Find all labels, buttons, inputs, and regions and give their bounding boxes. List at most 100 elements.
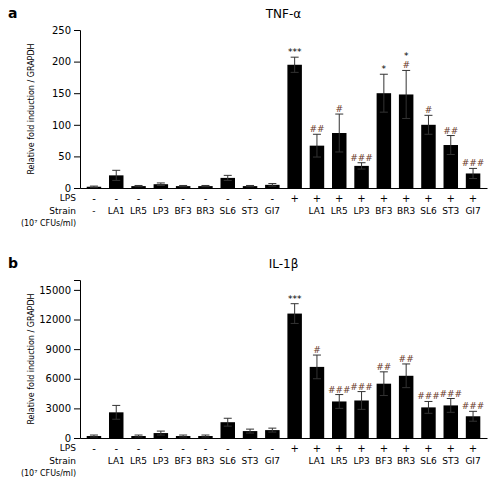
x-tick: LR5: [130, 456, 147, 466]
error-bar: [380, 74, 388, 112]
bar: [131, 436, 145, 438]
y-tick-label: 12000: [39, 314, 71, 325]
error-bar-cap: [424, 413, 432, 414]
bar: [243, 186, 257, 188]
error-bar-cap: [246, 429, 254, 430]
x-tick: -: [92, 206, 95, 216]
x-tick-label: LA1: [308, 206, 325, 216]
error-bar: [179, 435, 187, 437]
x-tick-label: SL6: [420, 456, 437, 466]
x-tick-label: BF3: [175, 206, 192, 216]
x-tick: BF3: [375, 456, 392, 466]
error-bar-stem: [383, 74, 384, 112]
error-bar-cap: [469, 178, 477, 179]
error-bar: [157, 431, 165, 435]
error-bar-stem: [316, 355, 317, 379]
error-bar-stem: [361, 392, 362, 410]
x-tick-label: ST3: [242, 206, 259, 216]
lps-label: -: [92, 193, 96, 204]
x-tick: LP3: [353, 456, 369, 466]
lps-label: +: [335, 443, 343, 454]
error-bar-stem: [339, 114, 340, 152]
bar: [287, 314, 301, 438]
x-tick: LA1: [308, 456, 325, 466]
significance-label: ***: [288, 294, 302, 304]
x-tick-label: LA1: [108, 456, 125, 466]
error-bar: [246, 185, 254, 186]
x-tick: ST3: [442, 456, 459, 466]
error-bar-cap: [112, 419, 120, 420]
lps-label: +: [357, 193, 365, 204]
error-bar-stem: [450, 136, 451, 155]
x-tick-label: ST3: [442, 456, 459, 466]
error-bar-stem: [383, 372, 384, 396]
x-tick: BR3: [397, 456, 415, 466]
error-bar-cap: [447, 154, 455, 155]
y-tick: 0: [65, 433, 80, 444]
error-bar-cap: [402, 118, 410, 119]
significance-label: ##: [443, 126, 458, 136]
error-bar: [268, 184, 276, 187]
chart: 050100150200250-LA1LR5LP3BF3BR3SL6ST3GI7…: [0, 0, 497, 500]
error-bar: [135, 435, 143, 437]
y-tick-mark: [74, 379, 80, 380]
y-tick: 6000: [46, 373, 80, 384]
bar: [87, 187, 101, 188]
y-tick-label: 250: [52, 25, 71, 36]
error-bar: [380, 372, 388, 396]
y-tick: 12000: [39, 314, 80, 325]
error-bar-cap: [157, 182, 165, 183]
error-bar-cap: [135, 437, 143, 438]
error-bar: [201, 185, 209, 186]
lps-label: +: [424, 193, 432, 204]
lps-label: -: [226, 193, 230, 204]
y-tick-label: 0: [65, 433, 71, 444]
error-bar-stem: [116, 405, 117, 419]
y-tick: 15000: [39, 285, 80, 296]
error-bar-cap: [268, 183, 276, 184]
x-tick: LP3: [353, 206, 369, 216]
lps-label: -: [271, 443, 275, 454]
x-tick: LA1: [108, 456, 125, 466]
error-bar-cap: [179, 185, 187, 186]
row-label: Strain: [49, 206, 76, 216]
significance-label: #: [313, 345, 321, 355]
error-bar-cap: [112, 170, 120, 171]
significance-label: ###: [462, 401, 485, 411]
lps-label: -: [114, 193, 118, 204]
error-bar: [224, 175, 232, 180]
error-bar-cap: [201, 185, 209, 186]
error-bar: [447, 399, 455, 413]
error-bar-stem: [227, 175, 228, 180]
y-tick: 150: [52, 88, 80, 99]
x-tick: LR5: [331, 456, 348, 466]
y-tick-mark: [74, 290, 80, 291]
row-label: LPS: [60, 193, 76, 203]
error-bar: [313, 134, 321, 157]
lps-label: +: [313, 193, 321, 204]
x-axis-line: [81, 438, 488, 439]
x-tick-label: BF3: [375, 206, 392, 216]
x-tick: BR3: [196, 206, 214, 216]
significance-label: *: [404, 51, 409, 61]
title: TNF-α: [265, 7, 302, 21]
lps-label: -: [181, 193, 185, 204]
error-bar-cap: [201, 437, 209, 438]
error-bar-stem: [450, 399, 451, 413]
error-bar-cap: [135, 186, 143, 187]
error-bar-cap: [179, 186, 187, 187]
x-tick-label: LR5: [130, 206, 147, 216]
x-tick: BR3: [196, 456, 214, 466]
y-tick-label: 15000: [39, 285, 71, 296]
lps-label: -: [159, 193, 163, 204]
lps-label: -: [248, 193, 252, 204]
y-axis: 050100150200250: [52, 25, 81, 194]
y-axis-line: [74, 31, 81, 189]
panel-label: a: [8, 5, 17, 21]
x-tick-label: LA1: [308, 456, 325, 466]
x-tick-label: LP3: [353, 456, 369, 466]
significance-label: ###: [350, 382, 373, 392]
x-tick: LP3: [153, 456, 169, 466]
error-bar-cap: [358, 169, 366, 170]
x-tick: BF3: [175, 206, 192, 216]
